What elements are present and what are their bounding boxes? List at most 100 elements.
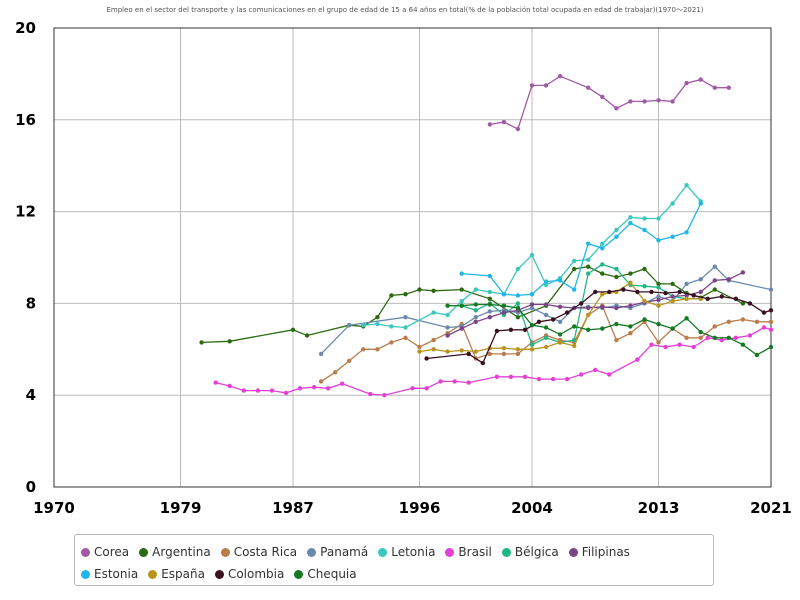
legend-item-colombia[interactable]: Colombia [214,567,284,581]
data-point-brasil [213,380,218,385]
data-point-colombia [761,310,767,315]
data-point-corea [670,99,675,104]
data-point-chequia [459,303,464,308]
data-point-filipinas [614,305,619,311]
data-point-chequia [515,305,521,311]
data-point-brasil [382,393,387,398]
data-point-colombia [607,289,612,295]
data-point-corea [656,98,661,103]
data-point-brasil [241,388,246,393]
data-point-brasil [607,372,612,377]
legend-item-espana[interactable]: España [148,567,205,581]
data-point-estonia [642,227,647,233]
legend-item-filipinas[interactable]: Filipinas [568,545,630,559]
data-point-belgica [515,301,521,306]
x-tick-label: 1970 [33,499,75,517]
data-point-corea [628,99,633,104]
data-point-chequia [768,344,774,350]
data-point-costa-rica [417,344,422,350]
legend-item-letonia[interactable]: Letonia [378,545,435,559]
data-point-argentina [227,339,232,344]
data-point-panama [403,315,408,320]
data-point-letonia [445,312,450,318]
data-point-brasil [311,385,317,390]
y-tick-label: 12 [15,203,36,221]
data-point-estonia [487,273,492,279]
data-point-colombia [635,289,640,295]
legend-label: Panamá [320,545,369,559]
data-point-argentina [656,281,661,287]
data-point-colombia [691,293,696,298]
data-point-espana [473,349,478,354]
data-point-brasil [424,386,429,391]
data-point-belgica [572,337,577,343]
data-point-corea [487,122,492,127]
data-point-estonia [656,238,661,243]
legend-item-costa-rica[interactable]: Costa Rica [220,545,297,559]
data-point-argentina [642,266,647,272]
data-point-corea [557,74,563,79]
x-tick-label: 1996 [399,499,441,517]
legend-item-estonia[interactable]: Estonia [81,567,138,581]
data-point-corea [642,99,647,104]
data-point-chequia [543,325,549,330]
data-point-chequia [572,324,577,329]
data-point-filipinas [670,294,675,299]
data-point-costa-rica [318,379,324,384]
legend-label: Chequia [307,567,357,581]
data-point-argentina [614,274,619,280]
data-point-brasil [550,376,556,382]
data-point-chequia [487,302,492,307]
data-point-panama [698,277,703,282]
data-point-colombia [480,360,485,366]
data-point-costa-rica [431,337,436,343]
data-point-argentina [670,281,675,287]
data-point-costa-rica [614,337,619,343]
data-point-chequia [712,335,717,340]
data-point-panama [529,305,535,311]
legend: Corea Argentina Costa Rica Panamá Letonia Bra… [74,534,714,586]
legend-label: Estonia [94,567,139,581]
data-point-panama [543,312,549,318]
data-point-estonia [586,241,591,246]
data-point-corea [529,83,535,88]
data-point-espana [572,343,577,349]
data-point-letonia [361,323,366,328]
data-point-espana [600,292,605,297]
data-point-letonia [572,258,577,264]
data-point-costa-rica [389,340,394,345]
data-point-costa-rica [628,331,633,336]
data-point-costa-rica [361,347,366,352]
data-point-colombia [705,296,710,301]
legend-label: Argentina [152,545,211,559]
series-line-chequia [447,303,772,356]
data-point-costa-rica [375,347,380,352]
data-point-filipinas [473,319,478,324]
legend-label: España [161,567,205,581]
legend-item-panama[interactable]: Panamá [307,545,368,559]
data-point-costa-rica [754,319,760,324]
legend-item-corea[interactable]: Corea [81,545,129,559]
data-point-colombia [733,296,739,301]
data-point-brasil [340,381,345,386]
data-point-brasil [593,367,598,373]
data-point-brasil [452,379,457,384]
legend-item-brasil[interactable]: Brasil [445,545,492,559]
data-point-chequia [600,326,605,331]
data-point-corea [600,94,605,100]
data-point-colombia [593,289,598,295]
data-point-estonia [698,201,703,206]
series-group [199,74,774,398]
data-point-brasil [283,390,289,396]
legend-item-argentina[interactable]: Argentina [139,545,211,559]
data-point-filipinas [529,302,535,307]
data-point-argentina [459,287,464,292]
data-point-filipinas [445,333,450,338]
data-point-estonia [515,293,521,298]
data-point-argentina [290,327,296,332]
data-point-brasil [761,325,767,330]
data-point-espana [459,348,464,353]
legend-item-chequia[interactable]: Chequia [294,567,357,581]
legend-item-belgica[interactable]: Bélgica [501,545,559,559]
data-point-letonia [670,201,675,206]
